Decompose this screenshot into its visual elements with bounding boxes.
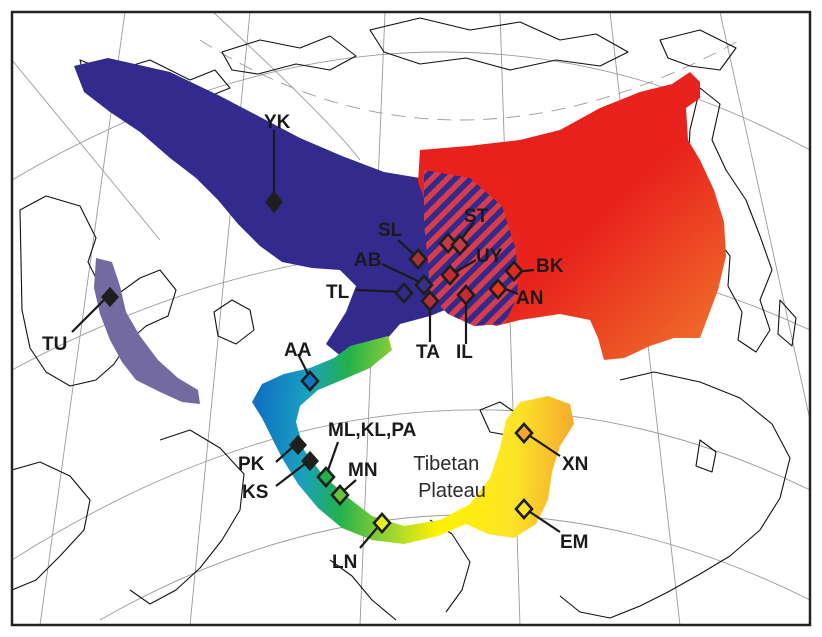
site-marker-tu <box>100 286 120 308</box>
site-label-ta: TA <box>416 342 440 363</box>
site-label-ab: AB <box>354 250 381 271</box>
site-label-sl: SL <box>378 220 403 241</box>
site-marker-st-1 <box>438 232 458 254</box>
site-marker-uy <box>440 264 460 286</box>
site-marker-em <box>514 498 534 520</box>
site-marker-aa <box>300 370 320 392</box>
range-turkey <box>94 258 200 404</box>
site-label-ks: KS <box>242 482 268 503</box>
site-labels: YK TU SL ST UY BK AB TL TA IL AN AA ML,K… <box>42 112 589 573</box>
site-label-mn: MN <box>348 460 378 481</box>
site-marker-ln <box>372 512 392 534</box>
site-label-xn: XN <box>562 454 588 475</box>
site-marker-sl <box>408 248 428 270</box>
site-label-tl: TL <box>326 282 350 303</box>
site-marker-yk <box>265 190 283 214</box>
range-south <box>252 336 574 544</box>
site-marker-an <box>488 278 508 300</box>
site-label-ln: LN <box>332 552 357 573</box>
site-label-aa: AA <box>284 340 312 361</box>
site-label-pk: PK <box>238 454 265 475</box>
site-marker-st-2 <box>450 234 470 256</box>
site-label-an: AN <box>516 288 543 309</box>
site-label-ml-kl-pa: ML,KL,PA <box>328 420 417 441</box>
site-marker-ml-kl-pa <box>316 466 336 488</box>
site-marker-ta <box>420 290 440 312</box>
map-border <box>10 10 812 627</box>
site-marker-mn <box>330 484 350 506</box>
site-label-il: IL <box>456 342 473 363</box>
site-marker-pk <box>288 434 308 456</box>
site-label-st: ST <box>464 206 489 227</box>
site-marker-ab <box>414 274 434 296</box>
site-marker-il <box>456 284 476 306</box>
site-marker-bk <box>504 260 524 282</box>
site-label-em: EM <box>560 532 589 553</box>
site-label-bk: BK <box>536 256 564 277</box>
site-marker-tl <box>394 282 414 304</box>
site-markers <box>100 190 534 534</box>
site-label-yk: YK <box>264 112 291 133</box>
site-marker-ks <box>300 450 320 472</box>
site-marker-xn <box>514 422 534 444</box>
site-label-uy: UY <box>476 246 503 267</box>
site-label-tu: TU <box>42 334 67 355</box>
region-label-tibetan-plateau: Tibetan Plateau <box>413 453 486 502</box>
